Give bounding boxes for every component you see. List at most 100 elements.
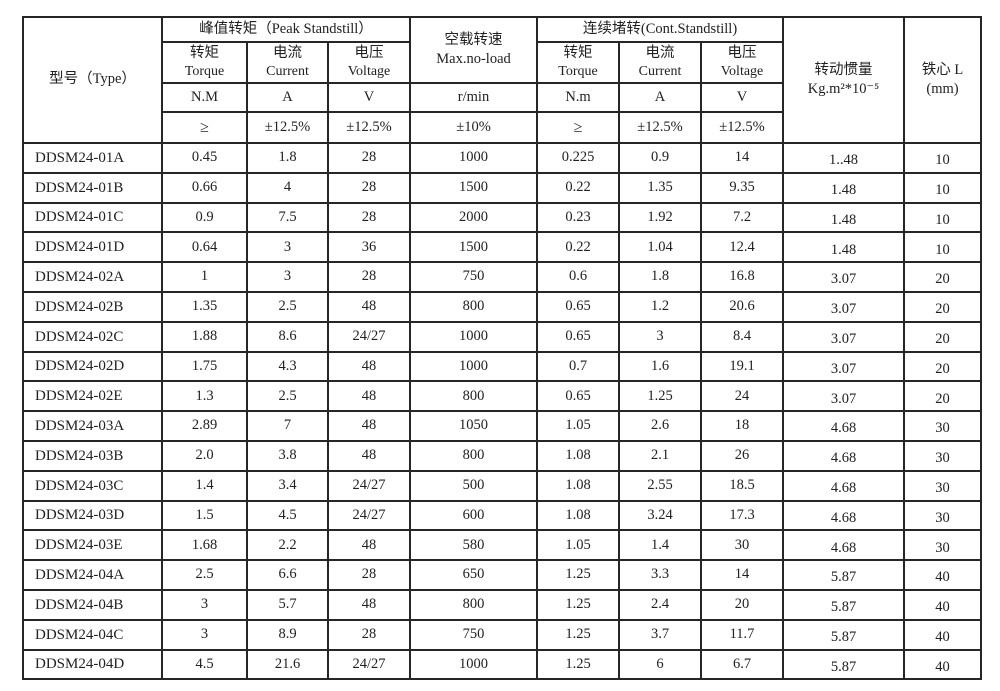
value-cell: 5.87	[782, 648, 906, 681]
value-cell: 10	[903, 142, 983, 174]
value-cell: 1.48	[782, 231, 906, 264]
table-row: DDSM24-01C 0.9 7.5 28 2000 0.23 1.92 7.2 1.48 10	[22, 201, 983, 234]
model-cell: DDSM24-02B	[22, 290, 163, 323]
value-cell: 800	[409, 290, 539, 323]
value-cell: 580	[409, 529, 539, 562]
value-cell: 1000	[409, 648, 539, 681]
peak-standstill-group-header: 峰值转矩（Peak Standstill）	[160, 16, 412, 43]
value-cell: 48	[326, 529, 412, 562]
value-cell: 1.35	[618, 171, 703, 204]
table-row: DDSM24-02C 1.88 8.6 24/27 1000 0.65 3 8.4 3.07 20	[22, 320, 983, 353]
value-cell: 48	[326, 439, 412, 472]
value-cell: 1.25	[536, 618, 621, 651]
model-cell: DDSM24-02A	[22, 261, 163, 293]
model-cell: DDSM24-03A	[22, 410, 163, 442]
unit-cell: N.m	[536, 82, 621, 113]
value-cell: 12.4	[700, 231, 785, 264]
value-cell: 19.1	[700, 350, 785, 383]
value-cell: 24/27	[326, 499, 412, 532]
table-row: DDSM24-03E 1.68 2.2 48 580 1.05 1.4 30 4.68 30	[22, 529, 983, 562]
value-cell: 28	[326, 171, 412, 204]
value-cell: 48	[326, 410, 412, 442]
value-cell: 10	[903, 171, 983, 204]
value-cell: 2.0	[161, 439, 248, 472]
value-cell: 7	[246, 410, 329, 442]
value-cell: 30	[700, 529, 785, 562]
value-cell: 2.5	[246, 290, 329, 323]
model-cell: DDSM24-03B	[22, 439, 163, 472]
rotor-inertia-header: 转动惯量 Kg.m²*10⁻⁵	[782, 16, 906, 144]
value-cell: 2.6	[618, 410, 703, 442]
value-cell: 1500	[409, 231, 539, 264]
value-cell: 10	[903, 201, 983, 234]
value-cell: 1.25	[536, 588, 621, 621]
value-cell: 40	[903, 559, 983, 591]
value-cell: 1.05	[536, 410, 621, 442]
value-cell: 3	[618, 320, 703, 353]
value-cell: 1000	[409, 350, 539, 383]
table-row: DDSM24-04B 3 5.7 48 800 1.25 2.4 20 5.87 40	[22, 588, 983, 621]
value-cell: 5.87	[782, 588, 906, 621]
value-cell: 0.22	[536, 171, 621, 204]
tolerance-cell: ±12.5%	[618, 111, 703, 144]
value-cell: 3.07	[782, 320, 906, 353]
table-row: DDSM24-02E 1.3 2.5 48 800 0.65 1.25 24 3.07 20	[22, 380, 983, 413]
value-cell: 1050	[409, 410, 539, 442]
tolerance-cell: ≥	[161, 111, 248, 144]
tolerance-cell: ±12.5%	[246, 111, 329, 144]
value-cell: 1	[161, 261, 248, 293]
noload-speed-cn: 空载转速	[444, 32, 503, 48]
value-cell: 30	[903, 439, 983, 472]
value-cell: 3	[246, 261, 329, 293]
value-cell: 2.5	[161, 559, 248, 591]
value-cell: 650	[409, 559, 539, 591]
value-cell: 0.9	[618, 142, 703, 174]
value-cell: 28	[326, 618, 412, 651]
value-cell: 4.68	[782, 439, 906, 472]
value-cell: 11.7	[700, 618, 785, 651]
model-cell: DDSM24-02C	[22, 320, 163, 353]
value-cell: 3	[161, 618, 248, 651]
value-cell: 48	[326, 588, 412, 621]
value-cell: 3.3	[618, 559, 703, 591]
value-cell: 8.6	[246, 320, 329, 353]
value-cell: 1.5	[161, 499, 248, 532]
value-cell: 26	[700, 439, 785, 472]
value-cell: 1.25	[536, 559, 621, 591]
model-cell: DDSM24-04C	[22, 618, 163, 651]
value-cell: 1.04	[618, 231, 703, 264]
value-cell: 0.7	[536, 350, 621, 383]
value-cell: 800	[409, 380, 539, 413]
model-cell: DDSM24-04A	[22, 559, 163, 591]
value-cell: 7.2	[700, 201, 785, 234]
value-cell: 3.7	[618, 618, 703, 651]
value-cell: 1.08	[536, 439, 621, 472]
table-row: DDSM24-03C 1.4 3.4 24/27 500 1.08 2.55 18.5 4.68…	[22, 469, 983, 502]
value-cell: 0.225	[536, 142, 621, 174]
value-cell: 17.3	[700, 499, 785, 532]
table-row: DDSM24-04C 3 8.9 28 750 1.25 3.7 11.7 5.87 40	[22, 618, 983, 651]
value-cell: 20	[903, 380, 983, 413]
type-column-header: 型号（Type）	[22, 16, 163, 144]
value-cell: 0.64	[161, 231, 248, 264]
value-cell: 0.65	[536, 290, 621, 323]
value-cell: 0.6	[536, 261, 621, 293]
table-row: DDSM24-01D 0.64 3 36 1500 0.22 1.04 12.4 1.48 10	[22, 231, 983, 264]
table-row: DDSM24-03D 1.5 4.5 24/27 600 1.08 3.24 17.3 4.68…	[22, 499, 983, 532]
value-cell: 2000	[409, 201, 539, 234]
value-cell: 1.48	[782, 201, 906, 234]
table-row: DDSM24-02D 1.75 4.3 48 1000 0.7 1.6 19.1 3.07 20	[22, 350, 983, 383]
value-cell: 20	[903, 261, 983, 293]
model-cell: DDSM24-03C	[22, 469, 163, 502]
value-cell: 8.4	[700, 320, 785, 353]
value-cell: 40	[903, 618, 983, 651]
value-cell: 1.3	[161, 380, 248, 413]
value-cell: 3	[246, 231, 329, 264]
cont-voltage-header: 电压 Voltage	[700, 41, 785, 84]
value-cell: 30	[903, 469, 983, 502]
value-cell: 3.07	[782, 350, 906, 383]
value-cell: 4.5	[161, 648, 248, 681]
value-cell: 1.8	[246, 142, 329, 174]
value-cell: 750	[409, 618, 539, 651]
value-cell: 30	[903, 410, 983, 442]
